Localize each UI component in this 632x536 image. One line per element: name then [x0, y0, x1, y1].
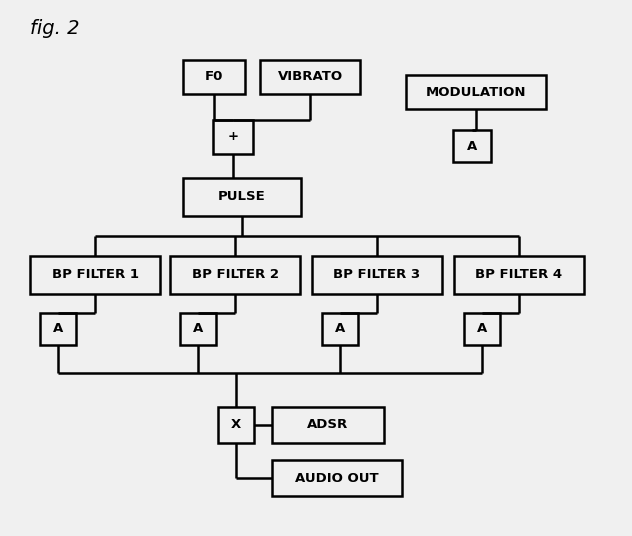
Bar	[322, 313, 358, 345]
Bar	[218, 407, 254, 443]
Text: AUDIO OUT: AUDIO OUT	[295, 472, 379, 485]
Bar	[183, 178, 301, 216]
Bar	[260, 60, 360, 94]
Text: VIBRATO: VIBRATO	[277, 71, 343, 84]
Text: ADSR: ADSR	[307, 419, 349, 431]
Text: BP FILTER 1: BP FILTER 1	[51, 269, 138, 281]
Bar	[464, 313, 500, 345]
Text: A: A	[467, 139, 477, 153]
Text: A: A	[477, 323, 487, 336]
Bar	[213, 120, 253, 154]
Bar	[183, 60, 245, 94]
Bar	[453, 130, 491, 162]
Text: X: X	[231, 419, 241, 431]
Bar	[272, 407, 384, 443]
Text: BP FILTER 3: BP FILTER 3	[334, 269, 420, 281]
Text: fig. 2: fig. 2	[30, 19, 80, 38]
Bar	[40, 313, 76, 345]
Text: BP FILTER 2: BP FILTER 2	[191, 269, 279, 281]
Text: MODULATION: MODULATION	[426, 86, 526, 99]
Bar	[272, 460, 402, 496]
Text: A: A	[53, 323, 63, 336]
Bar	[454, 256, 584, 294]
Text: PULSE: PULSE	[218, 190, 266, 204]
Bar	[312, 256, 442, 294]
Text: A: A	[335, 323, 345, 336]
Bar	[406, 75, 546, 109]
Bar	[180, 313, 216, 345]
Text: A: A	[193, 323, 203, 336]
Text: F0: F0	[205, 71, 223, 84]
Text: +: +	[228, 130, 238, 144]
Bar	[170, 256, 300, 294]
Bar	[30, 256, 160, 294]
Text: BP FILTER 4: BP FILTER 4	[475, 269, 562, 281]
